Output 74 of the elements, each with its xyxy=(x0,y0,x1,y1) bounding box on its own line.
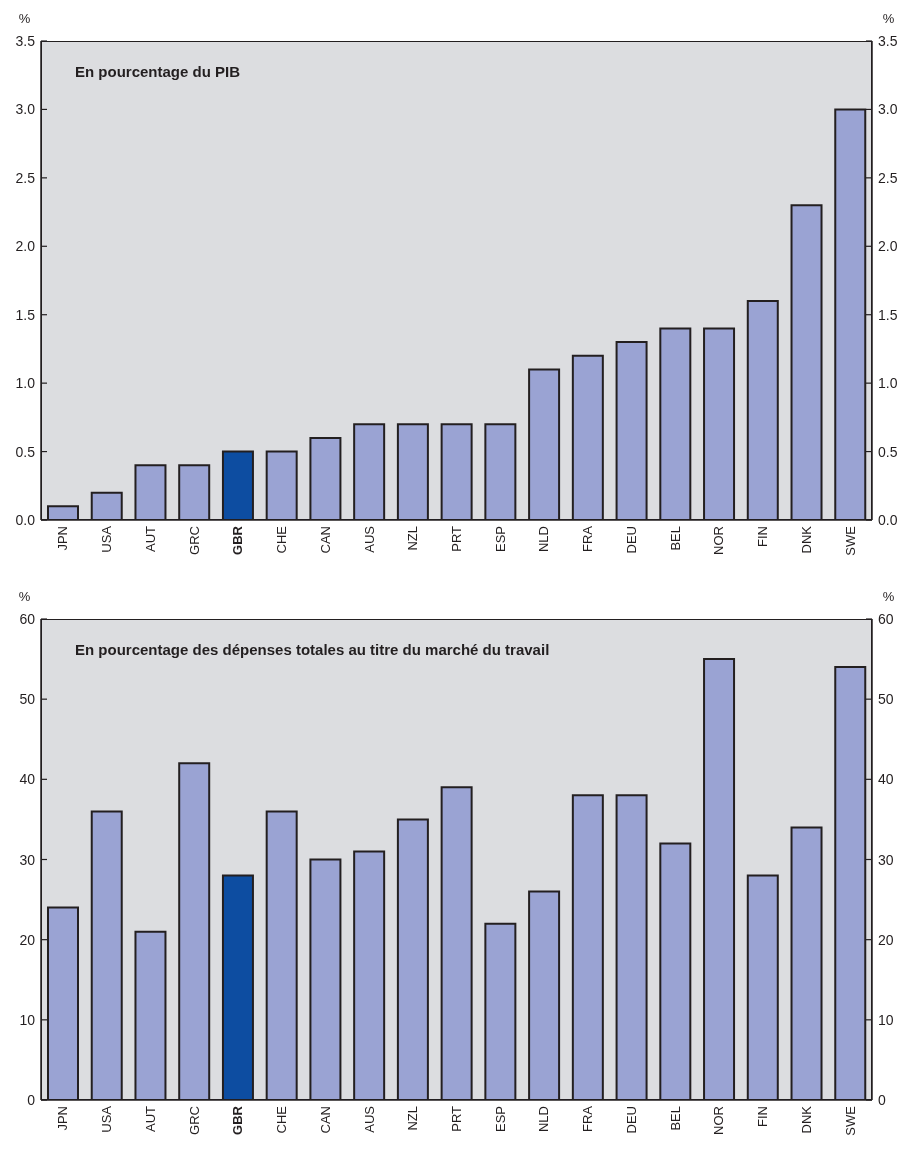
x-tick-label: NLD xyxy=(536,1106,552,1133)
x-tick-label: SWE xyxy=(842,525,858,556)
x-tick-label: GRC xyxy=(186,1106,202,1135)
y2-tick-label: 2.0 xyxy=(878,238,898,255)
text: En pourcentage du PIB xyxy=(75,63,241,80)
y2-axis-title: % xyxy=(882,589,895,604)
y2-axis-title: % xyxy=(882,11,895,26)
x-tick-label: FIN xyxy=(755,526,771,547)
y2-tick-label: 60 xyxy=(878,611,894,627)
y-tick-label: 1.0 xyxy=(15,375,36,392)
y-tick-label: 20 xyxy=(19,931,36,948)
x-tick-label: JPN xyxy=(55,1106,71,1131)
y-tick-label: 0.0 xyxy=(15,512,36,528)
y-tick-label: 0.5 xyxy=(15,443,36,460)
x-tick-label: BEL xyxy=(667,1106,683,1131)
x-tick-label: AUT xyxy=(142,1105,158,1132)
y2-tick-label: 1.5 xyxy=(878,306,898,323)
x-tick-label: DEU xyxy=(623,1106,639,1134)
y-tick-label: 60 xyxy=(19,611,36,627)
x-tick-label: FRA xyxy=(580,1105,596,1132)
x-tick-label: FIN xyxy=(755,1106,771,1127)
y-tick-label: 1.5 xyxy=(15,306,36,323)
x-tick-label: GRC xyxy=(186,526,202,555)
x-tick-label: USA xyxy=(99,1105,115,1133)
x-tick-label: DNK xyxy=(798,525,814,554)
y-tick-label: 3.0 xyxy=(15,101,36,118)
x-tick-label: CHE xyxy=(274,525,290,554)
text: En pourcentage des dépenses totales au titre du marché du travail xyxy=(75,641,550,658)
y-tick-label: 10 xyxy=(19,1011,36,1028)
y2-tick-label: 20 xyxy=(878,931,894,948)
x-tick-label: GBR xyxy=(230,1105,246,1135)
y2-tick-label: 30 xyxy=(878,851,894,868)
y2-tick-label: 0.5 xyxy=(878,443,898,460)
y2-tick-label: 0.0 xyxy=(878,512,898,528)
y2-tick-label: 2.5 xyxy=(878,169,898,186)
x-tick-label: NLD xyxy=(536,526,552,553)
x-tick-label: AUS xyxy=(361,1105,377,1133)
x-tick-label: CAN xyxy=(317,526,333,554)
x-tick-label: GBR xyxy=(230,525,246,555)
x-tick-label: DNK xyxy=(798,1105,814,1134)
x-tick-label: BEL xyxy=(667,526,683,551)
y-tick-label: 3.5 xyxy=(15,33,36,49)
x-tick-label: USA xyxy=(99,525,115,553)
x-tick-label: ESP xyxy=(492,1106,508,1133)
y-tick-label: 50 xyxy=(19,691,36,708)
x-tick-label: NOR xyxy=(711,526,727,555)
y-tick-label: 40 xyxy=(19,771,36,788)
x-tick-label: NOR xyxy=(711,1106,727,1135)
x-tick-label: JPN xyxy=(55,526,71,551)
y-tick-label: 2.5 xyxy=(15,169,36,186)
x-tick-label: SWE xyxy=(842,1105,858,1136)
x-tick-label: NZL xyxy=(405,1106,421,1131)
x-tick-label: DEU xyxy=(623,526,639,554)
y-tick-label: 30 xyxy=(19,851,36,868)
y2-tick-label: 50 xyxy=(878,691,894,708)
x-tick-label: NZL xyxy=(405,526,421,551)
y2-tick-label: 3.0 xyxy=(878,101,898,118)
y2-tick-label: 0 xyxy=(878,1092,886,1108)
x-tick-label: PRT xyxy=(449,525,464,552)
x-tick-label: CHE xyxy=(274,1105,290,1134)
y2-tick-label: 3.5 xyxy=(878,33,898,49)
x-tick-label: CAN xyxy=(317,1106,333,1134)
x-tick-label: FRA xyxy=(580,525,596,552)
y-axis-title: % xyxy=(18,589,31,604)
y2-tick-label: 10 xyxy=(878,1011,894,1028)
x-tick-label: ESP xyxy=(492,526,508,553)
x-tick-label: AUS xyxy=(361,525,377,553)
x-tick-label: AUT xyxy=(142,525,158,552)
x-tick-label: PRT xyxy=(449,1105,464,1132)
y-axis-title: % xyxy=(18,11,31,26)
y2-tick-label: 1.0 xyxy=(878,375,898,392)
y-tick-label: 0 xyxy=(27,1092,36,1108)
y-tick-label: 2.0 xyxy=(15,238,36,255)
y2-tick-label: 40 xyxy=(878,771,894,788)
